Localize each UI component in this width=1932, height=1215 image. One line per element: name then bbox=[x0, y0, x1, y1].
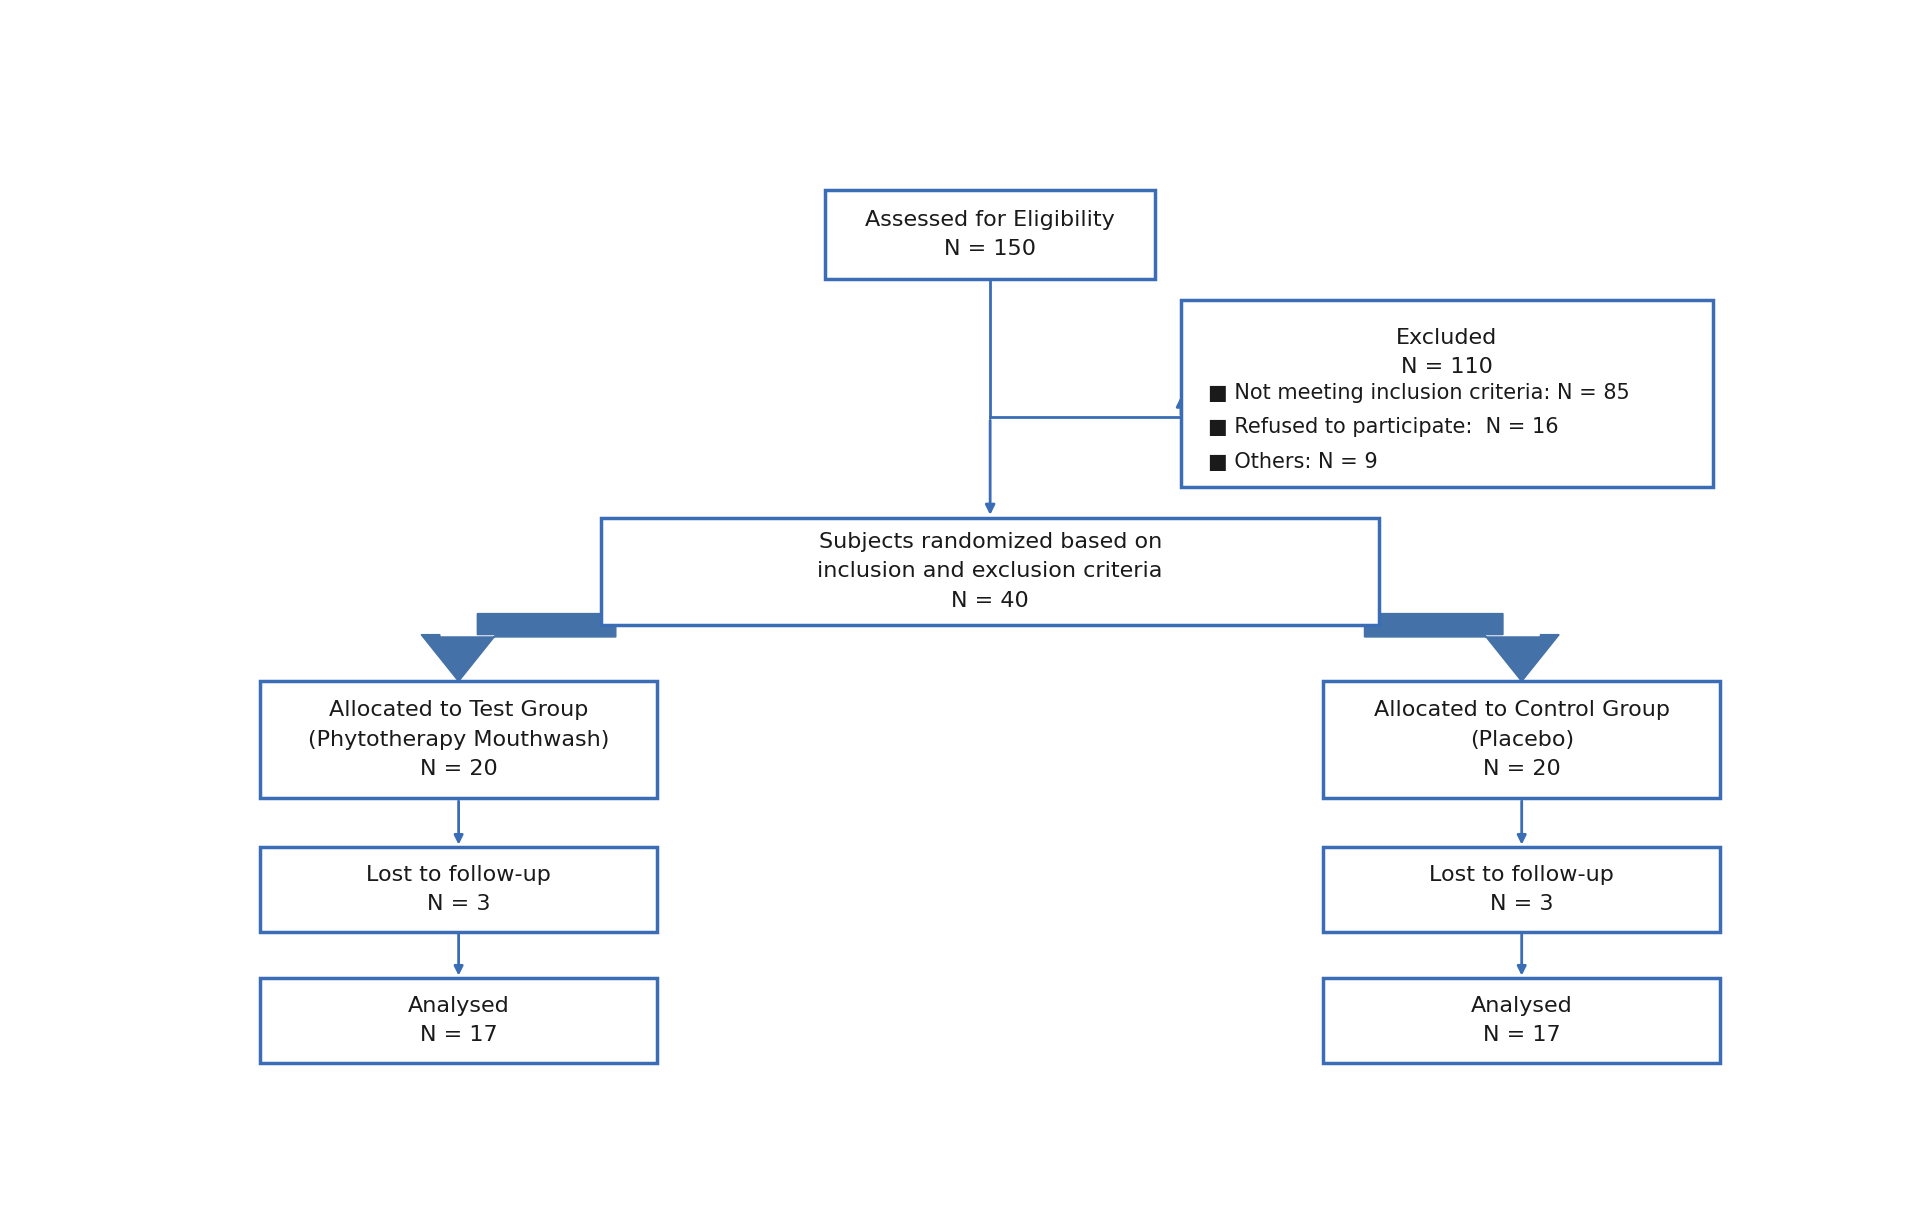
Polygon shape bbox=[421, 614, 616, 682]
FancyBboxPatch shape bbox=[1323, 848, 1719, 932]
FancyBboxPatch shape bbox=[261, 682, 657, 798]
Text: Excluded
N = 110: Excluded N = 110 bbox=[1397, 328, 1497, 378]
Text: Lost to follow-up
N = 3: Lost to follow-up N = 3 bbox=[367, 865, 551, 915]
FancyBboxPatch shape bbox=[261, 848, 657, 932]
Text: Analysed
N = 17: Analysed N = 17 bbox=[408, 996, 510, 1045]
Polygon shape bbox=[1364, 614, 1559, 682]
FancyBboxPatch shape bbox=[1180, 300, 1712, 487]
FancyBboxPatch shape bbox=[601, 518, 1379, 626]
FancyBboxPatch shape bbox=[261, 978, 657, 1063]
Text: Subjects randomized based on
inclusion and exclusion criteria
N = 40: Subjects randomized based on inclusion a… bbox=[817, 532, 1163, 611]
Text: Allocated to Test Group
(Phytotherapy Mouthwash)
N = 20: Allocated to Test Group (Phytotherapy Mo… bbox=[307, 700, 609, 780]
Text: Analysed
N = 17: Analysed N = 17 bbox=[1470, 996, 1573, 1045]
FancyBboxPatch shape bbox=[825, 191, 1155, 279]
FancyBboxPatch shape bbox=[1323, 682, 1719, 798]
FancyBboxPatch shape bbox=[1323, 978, 1719, 1063]
Text: Assessed for Eligibility
N = 150: Assessed for Eligibility N = 150 bbox=[866, 210, 1115, 260]
Text: Lost to follow-up
N = 3: Lost to follow-up N = 3 bbox=[1430, 865, 1613, 915]
Text: ■ Not meeting inclusion criteria: N = 85
■ Refused to participate:  N = 16
■ Oth: ■ Not meeting inclusion criteria: N = 85… bbox=[1208, 383, 1631, 471]
Text: Allocated to Control Group
(Placebo)
N = 20: Allocated to Control Group (Placebo) N =… bbox=[1374, 700, 1669, 780]
